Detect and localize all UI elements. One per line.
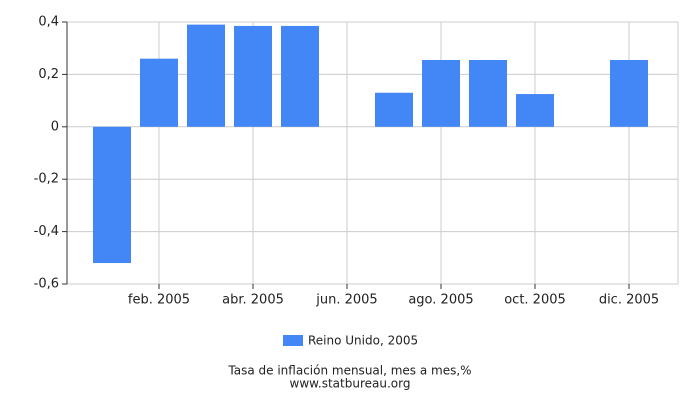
- y-tick-label: 0,2: [38, 67, 59, 82]
- chart-source: www.statbureau.org: [290, 377, 411, 391]
- y-tick-label: -0,2: [34, 172, 59, 187]
- x-tick-label: dic. 2005: [599, 293, 659, 308]
- bar: [375, 92, 413, 127]
- legend-label: Reino Unido, 2005: [308, 334, 418, 348]
- x-tick-label: abr. 2005: [222, 293, 284, 308]
- y-tick-label: 0: [51, 119, 59, 134]
- bar: [140, 58, 178, 127]
- x-tick-label: jun. 2005: [315, 293, 377, 308]
- bar: [469, 59, 507, 127]
- bar: [422, 59, 460, 127]
- bar: [516, 94, 554, 127]
- y-tick-label: -0,6: [34, 277, 59, 292]
- legend-swatch: [283, 335, 303, 346]
- x-tick-label: feb. 2005: [128, 293, 190, 308]
- bar: [610, 59, 648, 127]
- chart-caption: Tasa de inflación mensual, mes a mes,%: [227, 364, 471, 378]
- y-tick-label: -0,4: [34, 224, 59, 239]
- x-tick-label: oct. 2005: [504, 293, 566, 308]
- x-tick-label: ago. 2005: [408, 293, 473, 308]
- bar: [187, 24, 225, 127]
- y-tick-label: 0,4: [38, 15, 59, 30]
- bar: [281, 25, 319, 127]
- bar: [93, 126, 131, 264]
- bar: [234, 25, 272, 127]
